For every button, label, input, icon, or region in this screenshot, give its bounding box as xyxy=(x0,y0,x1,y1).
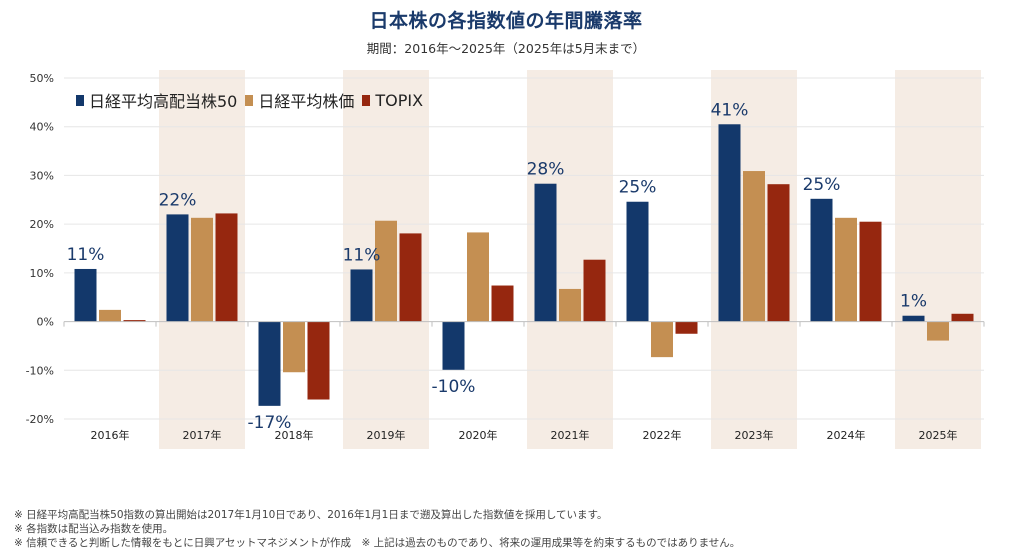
x-tick-label: 2017年 xyxy=(183,428,222,442)
legend-item-nikkei-average: 日経平均株価 xyxy=(245,88,354,112)
bar-2-2016年 xyxy=(123,320,146,322)
bar-0-2018年 xyxy=(258,321,281,406)
y-tick-label: 30% xyxy=(30,169,54,182)
legend: 日経平均高配当株50 日経平均株価 TOPIX xyxy=(76,88,431,112)
data-label: 41% xyxy=(711,100,749,120)
x-tick-label: 2016年 xyxy=(91,428,130,442)
bar-2-2021年 xyxy=(583,259,606,322)
y-tick-label: -10% xyxy=(26,364,54,377)
y-tick-label: 40% xyxy=(30,121,54,134)
bar-0-2024年 xyxy=(810,198,833,322)
legend-item-topix: TOPIX xyxy=(362,91,423,110)
bar-0-2020年 xyxy=(442,321,465,370)
bar-0-2021年 xyxy=(534,183,557,322)
footnote-3: ※ 信頼できると判断した情報をもとに日興アセットマネジメントが作成 ※ 上記は過… xyxy=(14,537,741,549)
bar-2-2024年 xyxy=(859,221,882,322)
footnote-1: ※ 日経平均高配当株50指数の算出開始は2017年1月10日であり、2016年1… xyxy=(14,509,608,521)
bar-2-2025年 xyxy=(951,313,974,322)
bar-2-2019年 xyxy=(399,233,422,322)
y-tick-label: 0% xyxy=(37,316,54,329)
x-tick-label: 2023年 xyxy=(735,428,774,442)
bar-1-2022年 xyxy=(651,321,673,358)
bar-1-2024年 xyxy=(835,217,857,322)
bar-0-2017年 xyxy=(166,214,189,322)
bar-2-2018年 xyxy=(307,321,330,400)
data-label: -10% xyxy=(432,377,476,397)
footnote-2: ※ 各指数は配当込み指数を使用。 xyxy=(14,523,174,535)
legend-label-topix: TOPIX xyxy=(375,90,424,110)
legend-swatch-nikkei-average xyxy=(245,94,254,106)
x-tick-label: 2019年 xyxy=(367,428,406,442)
x-tick-label: 2021年 xyxy=(551,428,590,442)
data-label: 11% xyxy=(343,245,381,265)
chart-subtitle: 期間：2016年～2025年（2025年は5月末まで） xyxy=(366,41,646,56)
bar-1-2021年 xyxy=(559,288,581,322)
footnotes: ※ 日経平均高配当株50指数の算出開始は2017年1月10日であり、2016年1… xyxy=(14,508,740,550)
legend-label-nikkei-average: 日経平均株価 xyxy=(258,92,355,111)
legend-swatch-topix xyxy=(362,94,371,106)
bar-0-2016年 xyxy=(74,268,97,322)
x-tick-label: 2024年 xyxy=(827,428,866,442)
bar-0-2019年 xyxy=(350,269,373,322)
data-label: 22% xyxy=(159,190,197,210)
y-tick-label: 20% xyxy=(30,218,54,231)
bar-chart: 50% 40% 30% 20% 10% 0% -10% -20% 2016年 2017年 2018… xyxy=(26,70,985,449)
x-tick-label: 2018年 xyxy=(275,428,314,442)
legend-swatch-high-dividend-50 xyxy=(76,94,84,106)
bar-0-2025年 xyxy=(902,315,925,322)
data-label: 28% xyxy=(527,160,565,180)
bar-1-2020年 xyxy=(467,232,489,322)
y-tick-label: 10% xyxy=(30,267,54,280)
x-tick-label: 2020年 xyxy=(459,428,498,442)
data-label: 25% xyxy=(619,178,657,198)
y-tick-label: 50% xyxy=(30,72,54,85)
y-tick-label: -20% xyxy=(26,413,54,426)
bar-0-2022年 xyxy=(626,201,649,322)
legend-label-high-dividend-50: 日経平均高配当株50 xyxy=(89,92,238,111)
bar-2-2017年 xyxy=(215,213,238,322)
x-tick-label: 2025年 xyxy=(919,428,958,442)
bar-0-2023年 xyxy=(718,124,741,322)
shaded-band-2025年 xyxy=(895,70,981,449)
data-label: -17% xyxy=(248,413,292,433)
chart-title: 日本株の各指数値の年間騰落率 xyxy=(369,10,643,32)
bar-2-2023年 xyxy=(767,184,790,322)
data-label: 25% xyxy=(803,175,841,195)
x-tick-label: 2022年 xyxy=(643,428,682,442)
bar-2-2022年 xyxy=(675,321,698,334)
bar-1-2016年 xyxy=(99,309,121,322)
legend-item-high-dividend-50: 日経平均高配当株50 xyxy=(76,88,237,112)
bar-1-2025年 xyxy=(927,321,949,341)
bar-1-2023年 xyxy=(743,171,765,322)
data-label: 11% xyxy=(67,245,105,265)
bar-1-2017年 xyxy=(191,217,213,322)
bar-2-2020年 xyxy=(491,285,514,322)
bar-1-2019年 xyxy=(375,220,397,322)
data-label: 1% xyxy=(900,292,927,312)
bar-1-2018年 xyxy=(283,321,305,373)
